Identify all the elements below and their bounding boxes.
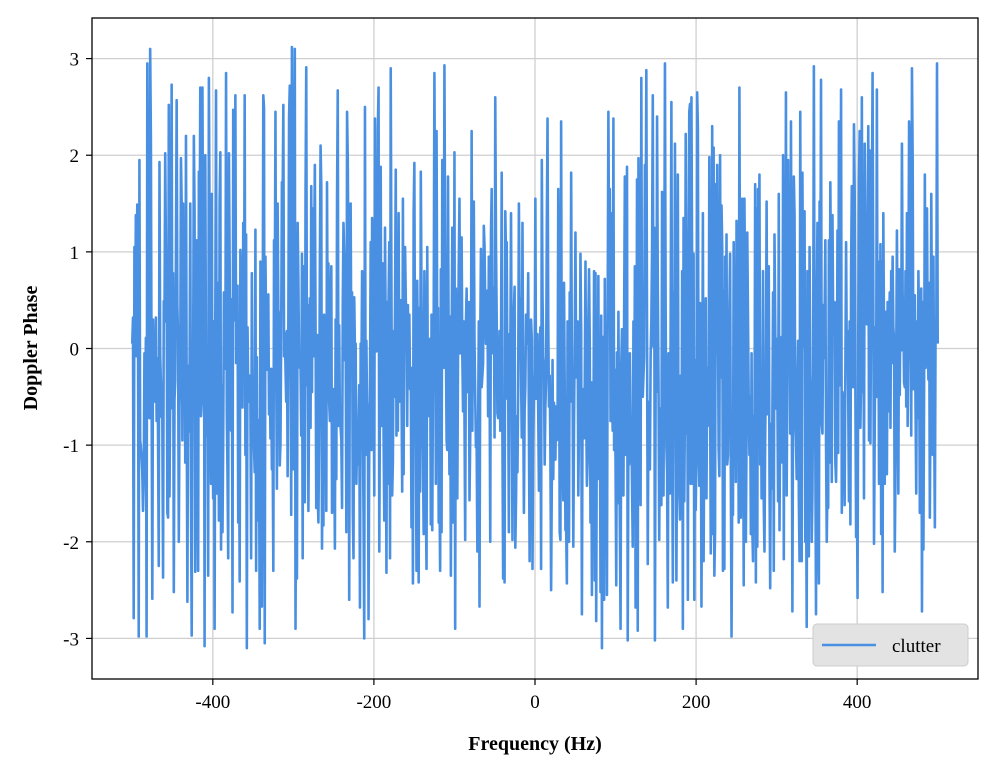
legend: clutter xyxy=(812,623,969,667)
y-tick-label: 3 xyxy=(70,50,80,71)
y-axis-label: Doppler Phase xyxy=(20,286,42,411)
x-axis-label: Frequency (Hz) xyxy=(468,733,602,755)
x-tick-label: -200 xyxy=(356,692,391,713)
y-tick-label: 2 xyxy=(70,146,80,167)
x-tick-label: 400 xyxy=(843,692,872,713)
plot-series xyxy=(130,45,940,650)
legend-label-clutter: clutter xyxy=(892,636,941,657)
series-line-clutter xyxy=(130,45,940,650)
x-tick-label: 0 xyxy=(530,692,540,713)
y-tick-label: -3 xyxy=(63,629,79,650)
x-tick-label: -400 xyxy=(195,692,230,713)
y-axis: -3 -2 -1 0 1 2 3 xyxy=(63,50,92,650)
x-tick-label: 200 xyxy=(682,692,711,713)
y-tick-label: 0 xyxy=(70,340,80,361)
y-tick-label: -1 xyxy=(63,436,79,457)
y-tick-label: -2 xyxy=(63,533,79,554)
x-axis: -400 -200 0 200 400 xyxy=(195,679,871,713)
legend-box xyxy=(812,623,969,667)
y-tick-label: 1 xyxy=(70,243,80,264)
